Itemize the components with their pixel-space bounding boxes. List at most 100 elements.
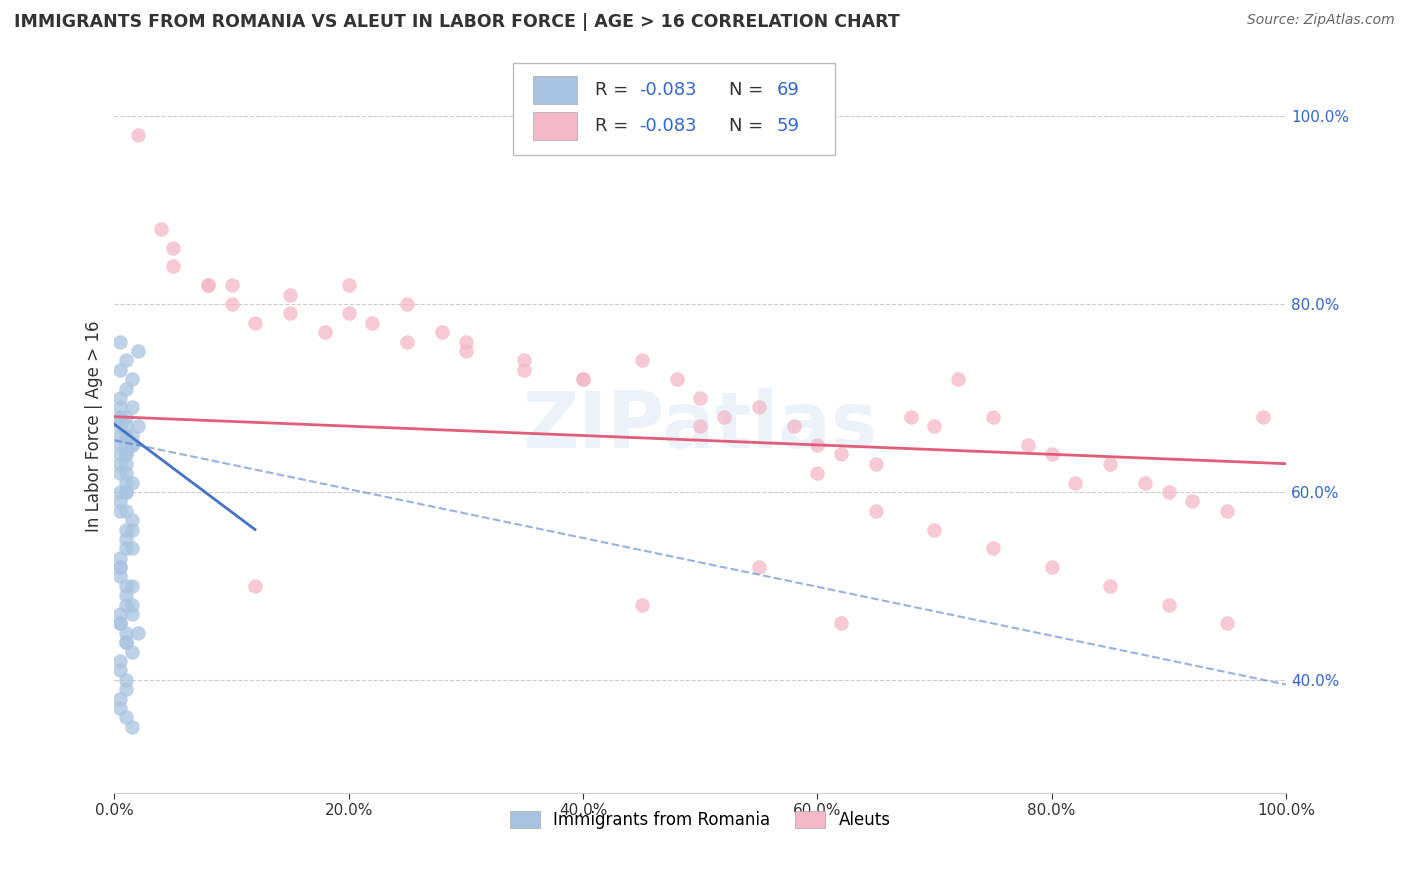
Point bbox=[783, 419, 806, 434]
Point bbox=[1040, 560, 1063, 574]
Point bbox=[121, 541, 143, 556]
Point bbox=[243, 316, 266, 330]
Point bbox=[115, 475, 138, 490]
Y-axis label: In Labor Force | Age > 16: In Labor Force | Age > 16 bbox=[86, 320, 103, 532]
Point bbox=[513, 363, 536, 377]
Point bbox=[121, 372, 143, 386]
Point bbox=[115, 409, 138, 424]
Point bbox=[278, 287, 301, 301]
Point bbox=[1017, 438, 1039, 452]
Text: -0.083: -0.083 bbox=[640, 80, 697, 99]
Point bbox=[1251, 409, 1274, 424]
Point bbox=[115, 447, 138, 461]
Point bbox=[115, 457, 138, 471]
Point bbox=[806, 466, 828, 480]
Point bbox=[115, 626, 138, 640]
Point bbox=[115, 353, 138, 368]
Point bbox=[337, 278, 360, 293]
Point bbox=[110, 401, 132, 415]
Point bbox=[806, 438, 828, 452]
Point bbox=[110, 664, 132, 678]
Point bbox=[121, 475, 143, 490]
Text: R =: R = bbox=[595, 118, 634, 136]
Point bbox=[110, 607, 132, 621]
Point bbox=[150, 221, 173, 235]
Point bbox=[121, 598, 143, 612]
Point bbox=[924, 419, 946, 434]
Point bbox=[127, 128, 149, 142]
Point bbox=[115, 541, 138, 556]
Text: ZIPatlas: ZIPatlas bbox=[523, 388, 877, 464]
Point bbox=[110, 654, 132, 668]
Point bbox=[115, 466, 138, 480]
Point bbox=[1040, 447, 1063, 461]
Point bbox=[162, 260, 184, 274]
Point bbox=[865, 504, 887, 518]
Point bbox=[830, 616, 852, 631]
Text: 69: 69 bbox=[776, 80, 799, 99]
Point bbox=[396, 297, 419, 311]
Point bbox=[1181, 494, 1204, 508]
Point bbox=[110, 391, 132, 405]
Point bbox=[221, 297, 243, 311]
Point bbox=[115, 682, 138, 697]
Point bbox=[110, 419, 132, 434]
Point bbox=[115, 673, 138, 687]
Point bbox=[110, 457, 132, 471]
Point bbox=[572, 372, 595, 386]
Text: 59: 59 bbox=[776, 118, 800, 136]
Point bbox=[115, 382, 138, 396]
Point bbox=[110, 691, 132, 706]
Point bbox=[1216, 616, 1239, 631]
Point bbox=[110, 409, 132, 424]
Point bbox=[1135, 475, 1157, 490]
Point bbox=[121, 720, 143, 734]
Point bbox=[121, 401, 143, 415]
Point bbox=[115, 710, 138, 724]
Point bbox=[830, 447, 852, 461]
Text: -0.083: -0.083 bbox=[640, 118, 697, 136]
Point bbox=[981, 541, 1004, 556]
Point bbox=[454, 334, 477, 349]
Point bbox=[221, 278, 243, 293]
Point bbox=[127, 626, 149, 640]
Point bbox=[197, 278, 219, 293]
Point bbox=[115, 447, 138, 461]
Point bbox=[924, 523, 946, 537]
Point bbox=[572, 372, 595, 386]
Point bbox=[630, 598, 652, 612]
Point bbox=[713, 409, 735, 424]
Text: IMMIGRANTS FROM ROMANIA VS ALEUT IN LABOR FORCE | AGE > 16 CORRELATION CHART: IMMIGRANTS FROM ROMANIA VS ALEUT IN LABO… bbox=[14, 13, 900, 31]
Point bbox=[243, 579, 266, 593]
Point bbox=[110, 550, 132, 565]
FancyBboxPatch shape bbox=[533, 76, 578, 103]
Text: N =: N = bbox=[730, 80, 769, 99]
Point bbox=[121, 607, 143, 621]
Point bbox=[110, 334, 132, 349]
FancyBboxPatch shape bbox=[513, 63, 835, 155]
Point bbox=[115, 419, 138, 434]
Point bbox=[110, 447, 132, 461]
Point bbox=[689, 419, 711, 434]
Text: Source: ZipAtlas.com: Source: ZipAtlas.com bbox=[1247, 13, 1395, 28]
Text: N =: N = bbox=[730, 118, 769, 136]
Point bbox=[110, 466, 132, 480]
Point bbox=[115, 428, 138, 442]
FancyBboxPatch shape bbox=[533, 112, 578, 140]
Point bbox=[110, 438, 132, 452]
Point bbox=[115, 504, 138, 518]
Point bbox=[513, 353, 536, 368]
Point bbox=[865, 457, 887, 471]
Point bbox=[121, 513, 143, 527]
Point bbox=[110, 428, 132, 442]
Point bbox=[121, 438, 143, 452]
Point bbox=[110, 616, 132, 631]
Point bbox=[748, 560, 770, 574]
Point bbox=[110, 409, 132, 424]
Point bbox=[110, 494, 132, 508]
Legend: Immigrants from Romania, Aleuts: Immigrants from Romania, Aleuts bbox=[503, 804, 897, 836]
Point bbox=[110, 569, 132, 583]
Point bbox=[115, 635, 138, 649]
Point bbox=[115, 523, 138, 537]
Point bbox=[110, 504, 132, 518]
